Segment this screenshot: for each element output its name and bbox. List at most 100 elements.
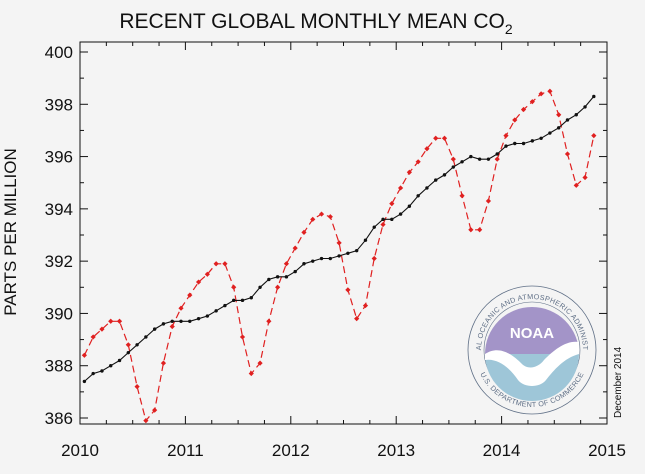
data-point — [564, 151, 571, 157]
data-point — [565, 118, 570, 122]
data-point — [477, 157, 482, 161]
data-point — [529, 99, 535, 105]
data-point — [337, 254, 341, 258]
data-point — [205, 314, 210, 318]
x-tick-label: 2014 — [483, 441, 521, 460]
data-point — [442, 173, 447, 177]
data-point — [556, 112, 562, 118]
data-point — [223, 303, 227, 308]
data-point — [460, 160, 464, 164]
y-tick-label: 388 — [45, 357, 73, 376]
data-point — [468, 227, 474, 233]
data-point — [450, 156, 456, 162]
y-tick-label: 386 — [45, 409, 73, 428]
data-point — [521, 141, 526, 146]
data-point — [582, 174, 588, 181]
logo-word: NOAA — [510, 325, 554, 342]
data-point — [311, 259, 315, 263]
data-point — [556, 126, 561, 130]
data-point — [152, 407, 158, 413]
data-point — [179, 319, 183, 323]
data-point — [362, 302, 369, 309]
data-point — [433, 135, 439, 141]
data-point — [214, 309, 218, 313]
data-point — [195, 279, 202, 285]
data-point — [99, 326, 105, 332]
data-point — [143, 418, 149, 424]
data-point — [90, 334, 96, 340]
x-tick-label: 2012 — [272, 441, 310, 460]
data-point — [302, 262, 306, 266]
data-point — [573, 182, 579, 188]
data-point — [169, 323, 175, 330]
data-point — [178, 305, 184, 311]
data-point — [293, 269, 297, 274]
data-point — [125, 342, 131, 348]
data-point — [548, 131, 552, 135]
data-point — [152, 327, 157, 331]
data-point — [222, 261, 228, 267]
data-point — [538, 91, 544, 97]
data-point — [451, 165, 455, 169]
data-point — [248, 370, 254, 377]
data-point — [469, 154, 473, 159]
data-point — [144, 335, 148, 339]
logo-bird — [485, 341, 579, 386]
data-point — [486, 157, 491, 161]
y-tick-label: 394 — [45, 200, 73, 219]
y-tick-label: 396 — [45, 148, 73, 167]
data-point — [494, 156, 500, 162]
data-point — [319, 256, 324, 261]
data-point — [188, 319, 192, 323]
data-point — [336, 240, 342, 246]
data-point — [390, 217, 394, 222]
data-point — [415, 159, 421, 165]
series-0 — [81, 88, 597, 424]
data-point — [354, 248, 359, 253]
data-point — [187, 292, 193, 298]
data-point — [249, 296, 253, 300]
data-point — [592, 94, 596, 99]
data-point — [126, 350, 131, 355]
data-point — [459, 193, 465, 199]
data-point — [354, 316, 360, 322]
data-point — [406, 169, 412, 175]
noaa-logo: NOAA NATIONAL OCEANIC AND ATMOSPHERIC AD… — [467, 285, 597, 415]
data-point — [381, 217, 385, 222]
data-point — [371, 255, 377, 262]
data-point — [327, 214, 333, 220]
data-point — [134, 384, 140, 390]
y-tick-label: 390 — [45, 304, 73, 323]
data-point — [231, 284, 237, 290]
data-point — [266, 318, 272, 324]
data-point — [301, 229, 307, 235]
data-point — [504, 144, 508, 148]
y-tick-label: 400 — [45, 43, 73, 62]
data-point — [108, 318, 114, 324]
data-point — [91, 371, 95, 376]
chart-title: RECENT GLOBAL MONTHLY MEAN CO2 — [119, 10, 512, 37]
data-point — [539, 136, 543, 140]
data-point — [416, 194, 420, 198]
data-point — [520, 106, 527, 113]
logo-sky — [485, 307, 579, 354]
data-point — [257, 360, 263, 366]
series-1 — [82, 94, 596, 384]
data-point — [372, 225, 376, 229]
y-tick-label: 398 — [45, 95, 73, 114]
data-point — [495, 152, 499, 156]
data-point — [380, 221, 386, 228]
data-point — [389, 201, 395, 207]
data-point — [267, 277, 271, 282]
data-point — [398, 212, 403, 216]
data-point — [82, 379, 87, 384]
x-tick-label: 2013 — [377, 441, 415, 460]
data-point — [275, 284, 281, 290]
data-point — [591, 133, 597, 139]
data-point — [100, 369, 104, 373]
x-tick-label: 2010 — [61, 441, 99, 460]
data-point — [170, 319, 174, 323]
data-point — [328, 256, 333, 261]
data-point — [283, 261, 290, 267]
